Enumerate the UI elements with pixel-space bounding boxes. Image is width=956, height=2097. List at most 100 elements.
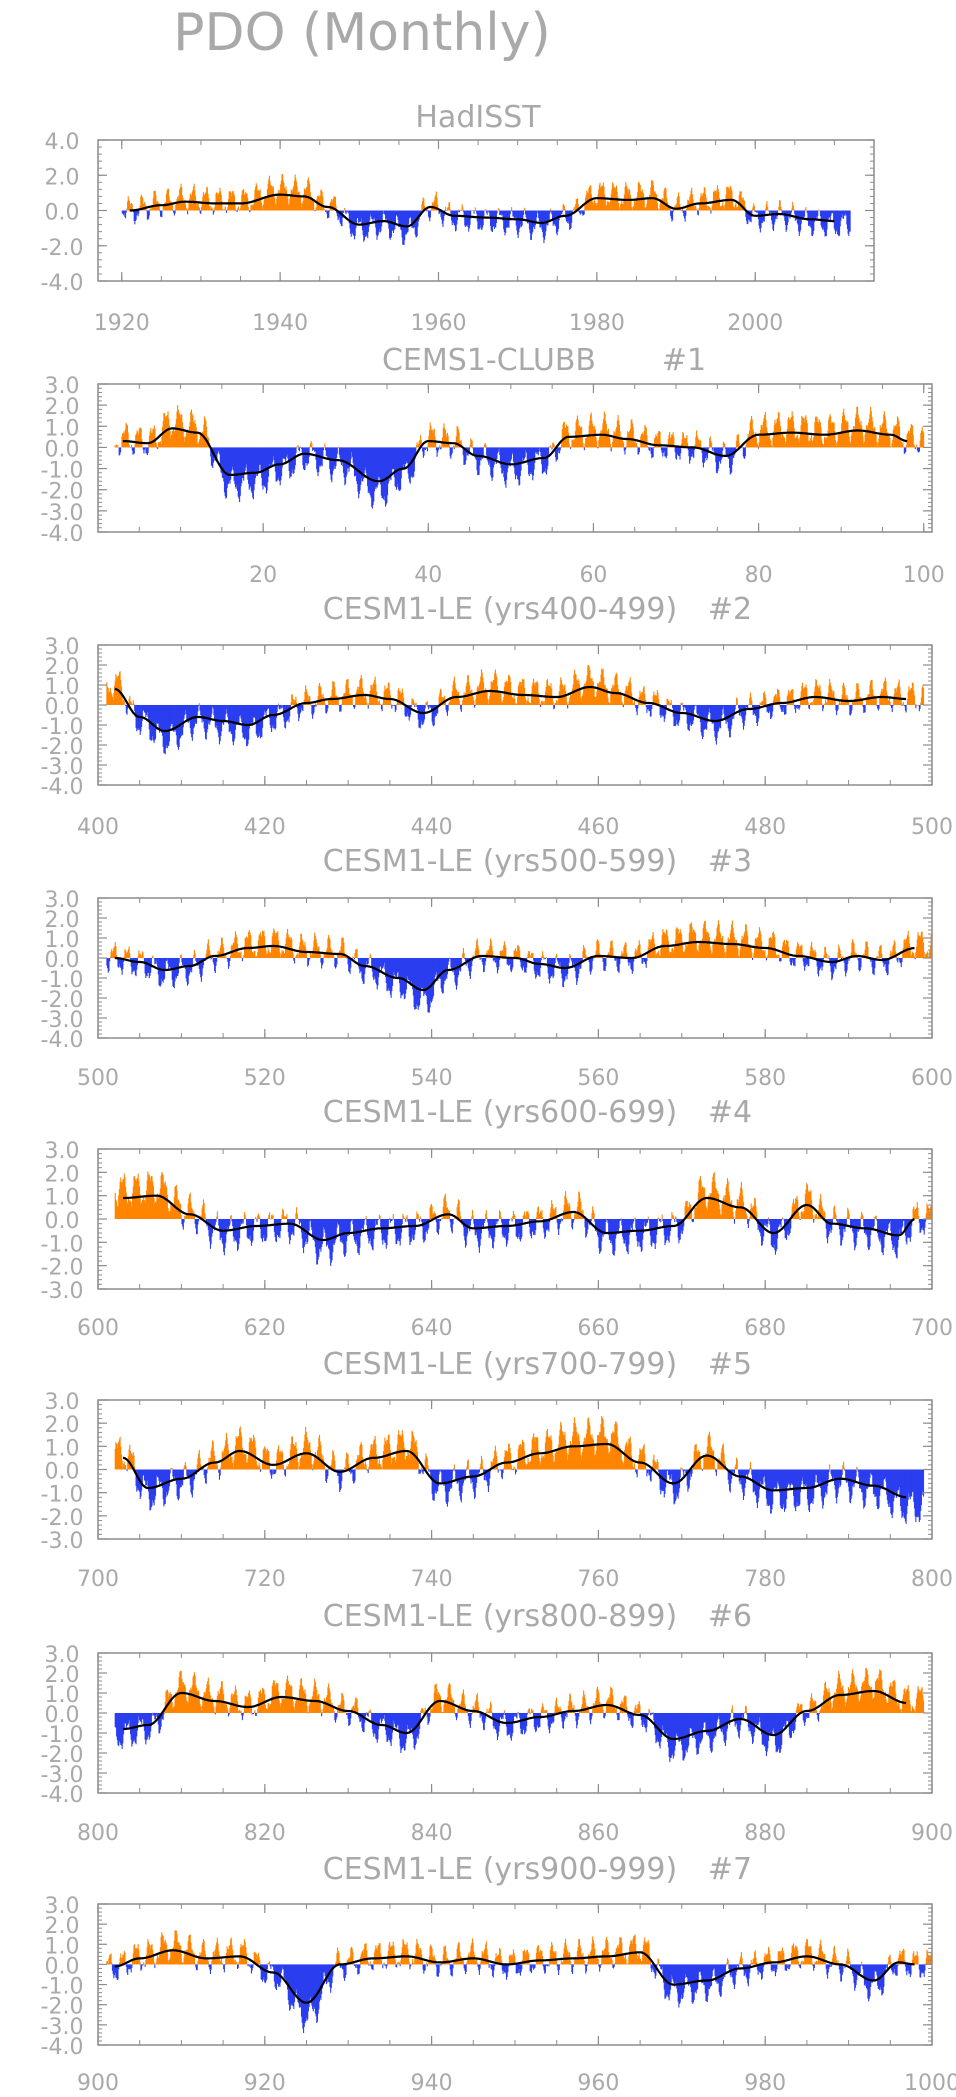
positive-bar xyxy=(457,429,459,448)
positive-bar xyxy=(559,685,561,705)
negative-bar xyxy=(327,705,329,709)
negative-bar xyxy=(357,958,360,967)
negative-bar xyxy=(185,958,187,979)
positive-bar xyxy=(787,940,789,958)
positive-bar xyxy=(150,208,152,211)
positive-bar xyxy=(323,446,325,448)
negative-bar xyxy=(371,447,373,509)
negative-bar xyxy=(433,958,435,985)
negative-bar xyxy=(373,447,375,502)
positive-bar xyxy=(283,953,285,958)
positive-bar xyxy=(207,943,209,958)
positive-bar xyxy=(175,204,177,211)
positive-bar xyxy=(265,197,267,211)
negative-bar xyxy=(675,705,677,725)
positive-bar xyxy=(540,701,542,705)
positive-bar xyxy=(159,442,161,448)
positive-bar xyxy=(301,203,303,211)
positive-bar xyxy=(576,679,578,705)
negative-bar xyxy=(366,447,368,478)
positive-bar xyxy=(139,953,141,958)
positive-bar xyxy=(526,703,528,705)
negative-bar xyxy=(862,705,864,707)
negative-bar xyxy=(482,210,484,228)
y-tick-label: 3.0 xyxy=(45,635,80,660)
positive-bar xyxy=(596,691,598,705)
negative-bar xyxy=(684,705,686,708)
positive-bar xyxy=(124,429,126,448)
positive-bar xyxy=(920,433,922,448)
positive-bar xyxy=(660,200,662,211)
negative-bar xyxy=(581,958,583,961)
negative-bar xyxy=(191,958,193,967)
positive-bar xyxy=(709,438,711,448)
negative-bar xyxy=(663,447,665,452)
positive-bar xyxy=(217,193,219,211)
x-tick-label: 60 xyxy=(579,563,607,588)
positive-bar xyxy=(614,433,616,448)
negative-bar xyxy=(844,958,846,972)
positive-bar xyxy=(699,203,701,211)
positive-bar xyxy=(799,946,802,958)
positive-bar xyxy=(645,206,647,211)
negative-bar xyxy=(152,705,154,737)
positive-bar xyxy=(319,953,321,958)
positive-bar xyxy=(738,957,740,958)
negative-bar xyxy=(455,958,457,986)
negative-bar xyxy=(448,958,450,962)
positive-bar xyxy=(838,704,840,705)
positive-bar xyxy=(865,697,868,705)
positive-bar xyxy=(786,434,788,448)
positive-bar xyxy=(617,202,620,211)
negative-bar xyxy=(831,210,833,214)
positive-bar xyxy=(463,692,465,705)
negative-bar xyxy=(401,210,403,238)
negative-bar xyxy=(255,705,257,724)
negative-bar xyxy=(527,447,529,465)
positive-bar xyxy=(793,421,795,448)
negative-bar xyxy=(700,447,702,448)
positive-bar xyxy=(328,934,330,958)
positive-bar xyxy=(200,432,202,448)
positive-bar xyxy=(592,426,594,448)
positive-bar xyxy=(645,426,647,448)
negative-bar xyxy=(230,447,232,472)
negative-bar xyxy=(742,447,744,457)
negative-bar xyxy=(460,705,462,712)
positive-bar xyxy=(296,446,298,448)
negative-bar xyxy=(798,705,800,710)
negative-bar xyxy=(247,447,249,480)
positive-bar xyxy=(726,187,728,211)
negative-bar xyxy=(391,705,393,709)
negative-bar xyxy=(543,210,545,244)
x-tick-label: 460 xyxy=(577,815,619,840)
positive-bar xyxy=(761,941,763,958)
negative-bar xyxy=(512,958,514,968)
negative-bar xyxy=(422,705,424,725)
negative-bar xyxy=(359,210,362,222)
positive-bar xyxy=(150,433,153,448)
negative-bar xyxy=(842,210,845,219)
positive-bar xyxy=(309,696,311,705)
positive-bar xyxy=(497,208,499,211)
negative-bar xyxy=(645,705,647,707)
positive-bar xyxy=(700,440,702,448)
negative-bar xyxy=(243,705,246,740)
positive-bar xyxy=(880,691,882,705)
positive-bar xyxy=(797,944,799,958)
negative-bar xyxy=(134,705,136,718)
positive-bar xyxy=(426,702,428,705)
positive-bar xyxy=(528,951,530,958)
positive-bar xyxy=(863,441,865,448)
positive-bar xyxy=(694,444,696,448)
positive-bar xyxy=(664,187,666,211)
negative-bar xyxy=(433,705,435,726)
positive-bar xyxy=(764,950,766,958)
positive-bar xyxy=(643,431,645,448)
negative-bar xyxy=(440,447,442,449)
positive-bar xyxy=(138,429,140,448)
negative-bar xyxy=(235,705,237,724)
positive-bar xyxy=(498,208,500,211)
positive-bar xyxy=(530,952,533,958)
positive-bar xyxy=(337,697,339,705)
